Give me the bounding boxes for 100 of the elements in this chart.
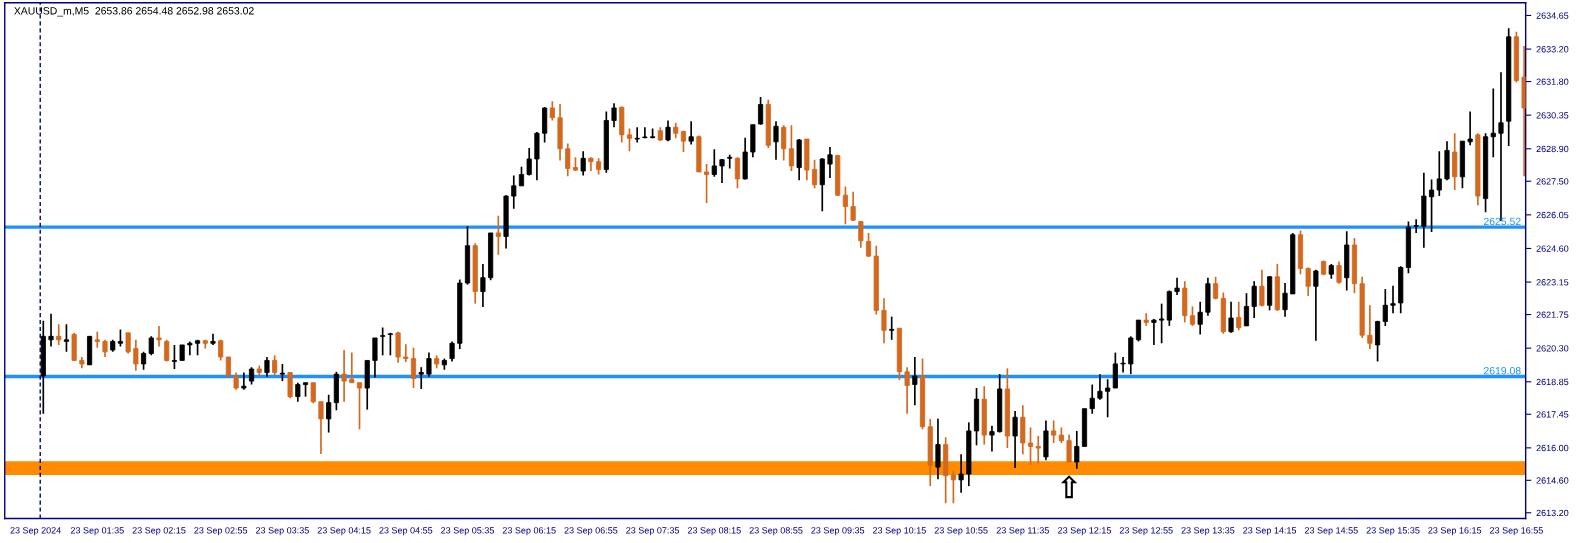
- candlestick: [704, 163, 710, 204]
- x-tick-label: 23 Sep 06:15: [502, 527, 556, 536]
- y-tick-label: 2631.80: [1536, 78, 1569, 85]
- candlestick: [372, 337, 378, 379]
- candlestick: [410, 346, 417, 389]
- candlestick: [1313, 268, 1319, 342]
- x-tick-label: 23 Sep 14:55: [1304, 527, 1358, 536]
- candlestick: [426, 351, 432, 378]
- candlestick: [634, 126, 640, 144]
- y-tick-label: 2626.05: [1536, 211, 1569, 219]
- y-tick-label: 2627.50: [1536, 178, 1569, 185]
- y-tick-label: 2618.85: [1536, 378, 1569, 386]
- x-tick-label: 23 Sep 05:35: [441, 527, 494, 536]
- x-tick-label: 23 Sep 01:35: [70, 527, 124, 536]
- candlestick: [1251, 280, 1257, 319]
- candlestick: [526, 147, 532, 177]
- ref-line-label: 2619.08: [1483, 367, 1521, 375]
- candlestick: [1097, 373, 1103, 401]
- candlestick: [719, 158, 725, 184]
- candlestick: [711, 148, 717, 178]
- candlestick: [1236, 300, 1242, 332]
- x-tick-label: 23 Sep 06:55: [564, 527, 618, 536]
- candlestick: [1390, 284, 1396, 314]
- candlestick: [1035, 435, 1041, 465]
- candlestick: [1051, 419, 1057, 444]
- candlestick: [1413, 218, 1419, 234]
- candlestick: [1367, 304, 1373, 350]
- x-tick-label: 23 Sep 07:35: [626, 527, 680, 536]
- candlestick: [1120, 356, 1126, 374]
- candlestick: [580, 150, 586, 177]
- candlestick: [480, 263, 486, 308]
- x-tick-label: 23 Sep 02:55: [194, 527, 248, 536]
- candlestick: [1105, 378, 1111, 419]
- x-tick-label: 23 Sep 08:55: [749, 527, 803, 536]
- candlestick: [1012, 410, 1018, 469]
- candlestick: [133, 338, 139, 372]
- candlestick: [881, 297, 887, 345]
- candlestick: [788, 124, 795, 172]
- x-tick-label: 23 Sep 16:55: [1490, 527, 1543, 536]
- y-tick-label: 2616.00: [1536, 444, 1569, 452]
- y-tick-label: 2620.30: [1536, 345, 1569, 352]
- candlestick: [1151, 318, 1157, 346]
- y-tick-label: 2628.90: [1536, 145, 1569, 153]
- candlestick: [1336, 260, 1342, 285]
- y-tick-label: 2630.35: [1536, 112, 1569, 119]
- y-tick-label: 2624.60: [1536, 245, 1569, 252]
- candlestick: [773, 120, 779, 161]
- candlestick: [626, 127, 633, 153]
- candlestick: [272, 354, 278, 376]
- y-tick-label: 2623.15: [1536, 279, 1569, 286]
- y-tick-label: 2614.60: [1536, 477, 1569, 484]
- candlestick: [1305, 266, 1311, 297]
- candlestick: [449, 340, 455, 363]
- candlestick: [781, 124, 787, 162]
- x-tick-label: 23 Sep 10:55: [934, 527, 988, 536]
- candlestick: [156, 325, 162, 348]
- candlestick: [1259, 268, 1265, 308]
- candlestick: [295, 381, 301, 403]
- candlestick: [171, 344, 177, 370]
- candlestick: [511, 174, 517, 210]
- candlestick: [1027, 426, 1034, 466]
- candlestick: [264, 356, 270, 378]
- x-tick-label: 23 Sep 12:55: [1119, 527, 1173, 536]
- candlestick: [611, 102, 617, 129]
- x-tick-label: 23 Sep 12:15: [1058, 527, 1111, 536]
- candlestick: [865, 232, 872, 258]
- candlestick: [225, 356, 231, 378]
- y-tick-label: 2633.20: [1536, 46, 1569, 53]
- candlestick: [1197, 300, 1203, 336]
- candlestick: [1089, 383, 1095, 415]
- candlestick: [94, 330, 100, 349]
- candlestick: [889, 315, 895, 341]
- y-tick-label: 2621.75: [1536, 311, 1569, 318]
- candlestick: [565, 142, 571, 177]
- x-tick-label: 23 Sep 04:15: [317, 527, 371, 536]
- y-tick-label: 2634.65: [1536, 12, 1569, 19]
- candlestick: [688, 120, 694, 146]
- candlestick: [950, 469, 956, 505]
- x-tick-label: 23 Sep 09:35: [811, 527, 865, 536]
- candlestick: [811, 158, 818, 190]
- candlestick: [187, 340, 193, 357]
- y-tick-label: 2613.20: [1536, 509, 1569, 517]
- chart-title: XAUUSD_m,M5 2653.86 2654.48 2652.98 2653.02: [14, 7, 254, 17]
- candlestick: [418, 366, 424, 390]
- x-tick-label: 23 Sep 03:35: [256, 527, 309, 536]
- candlestick: [1382, 288, 1388, 327]
- candlestick: [1066, 433, 1072, 463]
- candlestick: [518, 166, 525, 187]
- x-tick-label: 23 Sep 11:35: [996, 527, 1049, 536]
- candlestick: [341, 349, 347, 403]
- candlestick: [241, 371, 247, 391]
- x-tick-label: 23 Sep 13:35: [1181, 527, 1235, 536]
- x-tick-label: 23 Sep 10:15: [873, 527, 926, 536]
- candlestick: [56, 323, 62, 346]
- candlestick: [935, 418, 941, 480]
- x-tick-label: 23 Sep 14:15: [1243, 527, 1297, 536]
- candlestick: [1074, 430, 1080, 470]
- candlestick: [1490, 87, 1496, 159]
- candlestick: [1467, 110, 1473, 147]
- candlestick: [1375, 319, 1381, 363]
